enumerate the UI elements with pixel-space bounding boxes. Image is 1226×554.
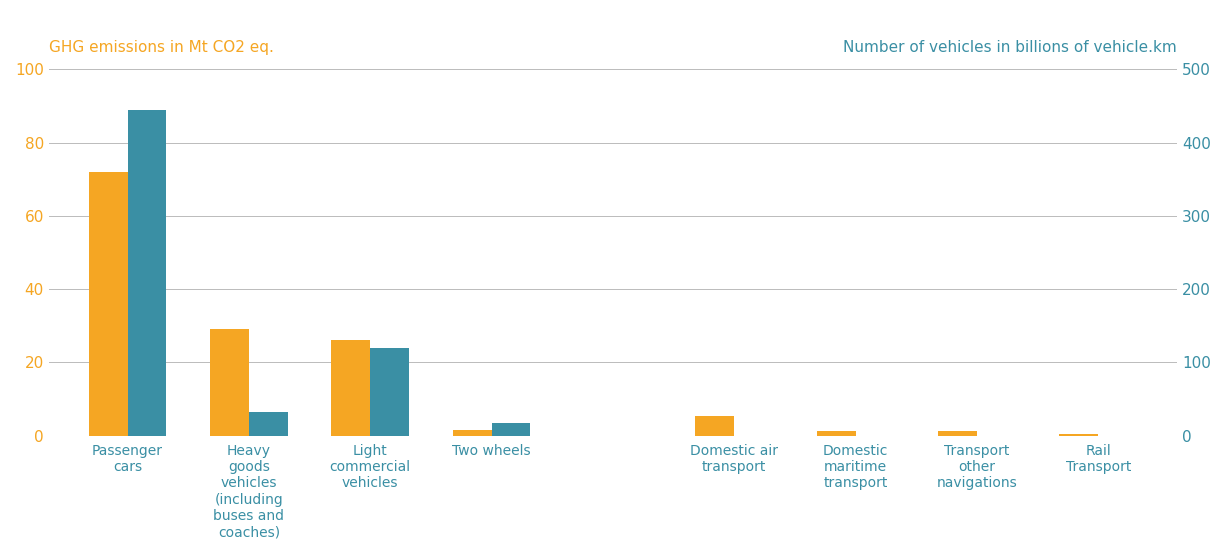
Bar xyxy=(817,431,856,435)
Bar xyxy=(249,412,288,435)
Bar xyxy=(370,348,409,435)
Bar xyxy=(210,330,249,435)
Bar xyxy=(492,423,531,435)
Bar xyxy=(1059,434,1098,435)
Text: Number of vehicles in billions of vehicle.km: Number of vehicles in billions of vehicl… xyxy=(843,39,1177,54)
Bar xyxy=(695,416,734,435)
Bar xyxy=(938,431,977,435)
Bar xyxy=(331,340,370,435)
Bar xyxy=(452,430,492,435)
Text: GHG emissions in Mt CO2 eq.: GHG emissions in Mt CO2 eq. xyxy=(49,39,273,54)
Bar xyxy=(128,110,167,435)
Bar xyxy=(88,172,128,435)
